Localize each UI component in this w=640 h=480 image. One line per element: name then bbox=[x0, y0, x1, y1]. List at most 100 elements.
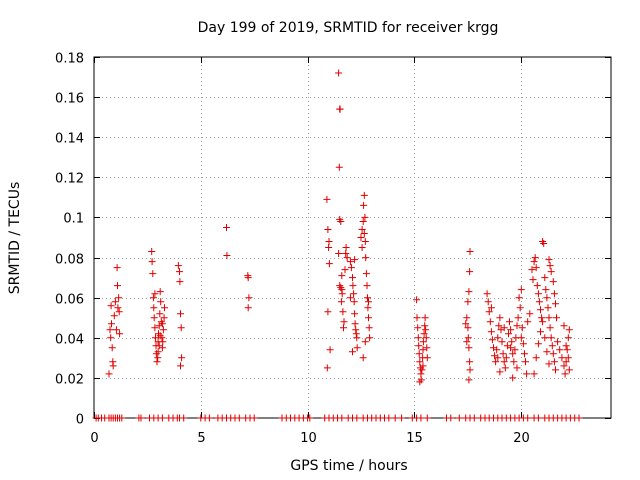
data-point bbox=[534, 340, 542, 348]
data-point bbox=[351, 310, 359, 318]
data-point bbox=[423, 344, 431, 352]
data-point bbox=[346, 258, 354, 266]
data-point bbox=[244, 274, 252, 282]
data-point bbox=[540, 240, 548, 247]
y-tick-label: 0.02 bbox=[55, 373, 84, 388]
data-point bbox=[349, 348, 356, 356]
data-point bbox=[415, 342, 423, 350]
data-point bbox=[564, 334, 572, 342]
data-point bbox=[111, 298, 119, 306]
data-point bbox=[547, 268, 555, 276]
data-point bbox=[552, 366, 559, 374]
data-point bbox=[416, 378, 424, 386]
data-point bbox=[513, 322, 521, 330]
data-point bbox=[494, 334, 502, 342]
data-point bbox=[485, 308, 493, 316]
data-point bbox=[360, 230, 368, 237]
data-point bbox=[338, 290, 346, 298]
data-point bbox=[160, 314, 168, 322]
data-point bbox=[105, 370, 113, 378]
data-point bbox=[154, 354, 162, 362]
data-point bbox=[498, 338, 506, 346]
data-point bbox=[419, 346, 427, 354]
data-point bbox=[414, 324, 422, 332]
data-point bbox=[447, 414, 455, 422]
data-point bbox=[423, 414, 431, 422]
data-point bbox=[455, 414, 463, 422]
data-point bbox=[235, 414, 243, 422]
data-point bbox=[500, 358, 508, 366]
data-point bbox=[159, 338, 167, 346]
data-point bbox=[414, 334, 422, 342]
x-tick-label: 0 bbox=[90, 431, 98, 446]
data-point bbox=[464, 324, 472, 332]
data-point bbox=[177, 324, 185, 332]
data-point bbox=[575, 414, 583, 422]
data-point bbox=[325, 260, 333, 268]
data-point bbox=[324, 308, 332, 316]
chart-title: Day 199 of 2019, SRMTID for receiver krg… bbox=[198, 20, 499, 36]
data-point bbox=[360, 201, 368, 209]
data-point bbox=[544, 304, 552, 312]
data-point bbox=[115, 294, 123, 302]
data-point bbox=[483, 290, 491, 298]
data-point bbox=[537, 328, 544, 336]
data-point bbox=[351, 320, 359, 328]
data-point bbox=[245, 294, 253, 302]
y-tick-label: 0.06 bbox=[55, 293, 84, 308]
data-point bbox=[112, 326, 120, 334]
data-point bbox=[549, 350, 557, 358]
x-tick-label: 20 bbox=[513, 431, 530, 446]
data-point bbox=[358, 244, 366, 251]
data-point bbox=[421, 322, 429, 330]
data-point bbox=[325, 238, 333, 245]
data-point bbox=[495, 322, 503, 330]
data-point bbox=[507, 344, 515, 352]
data-point bbox=[496, 314, 504, 322]
data-point bbox=[464, 334, 472, 342]
data-point bbox=[359, 218, 367, 225]
data-point bbox=[562, 358, 570, 366]
data-point bbox=[177, 362, 184, 370]
data-point bbox=[565, 326, 573, 334]
y-tick-label: 0.1 bbox=[63, 212, 84, 227]
data-point bbox=[466, 366, 474, 374]
data-point bbox=[150, 304, 158, 312]
data-point bbox=[323, 364, 331, 372]
data-point bbox=[524, 414, 532, 422]
data-point bbox=[501, 364, 509, 372]
data-point bbox=[335, 163, 343, 171]
y-tick-label: 0 bbox=[76, 413, 84, 428]
data-point bbox=[549, 278, 557, 286]
data-point bbox=[353, 344, 361, 352]
data-point bbox=[335, 69, 343, 77]
data-point bbox=[107, 334, 115, 342]
data-point bbox=[486, 318, 494, 326]
plot-frame bbox=[93, 56, 612, 419]
data-point bbox=[422, 334, 430, 342]
data-point bbox=[157, 298, 165, 306]
data-point bbox=[470, 414, 478, 422]
data-point bbox=[343, 254, 351, 262]
data-point bbox=[340, 324, 347, 332]
data-point bbox=[543, 294, 551, 302]
data-point bbox=[545, 360, 553, 368]
data-point bbox=[325, 244, 333, 251]
data-point bbox=[517, 286, 525, 294]
data-point bbox=[350, 290, 358, 298]
data-point bbox=[563, 346, 571, 354]
data-point bbox=[337, 218, 345, 225]
data-point bbox=[523, 370, 531, 378]
data-point bbox=[518, 324, 526, 332]
data-point bbox=[465, 288, 473, 296]
data-point bbox=[465, 376, 473, 384]
data-point bbox=[526, 310, 534, 318]
data-point bbox=[250, 414, 258, 422]
data-point bbox=[106, 326, 114, 334]
data-point bbox=[545, 314, 553, 322]
data-point bbox=[115, 308, 123, 316]
data-point bbox=[516, 304, 524, 312]
data-point bbox=[223, 252, 231, 259]
data-point bbox=[562, 342, 570, 350]
data-point bbox=[137, 414, 145, 422]
